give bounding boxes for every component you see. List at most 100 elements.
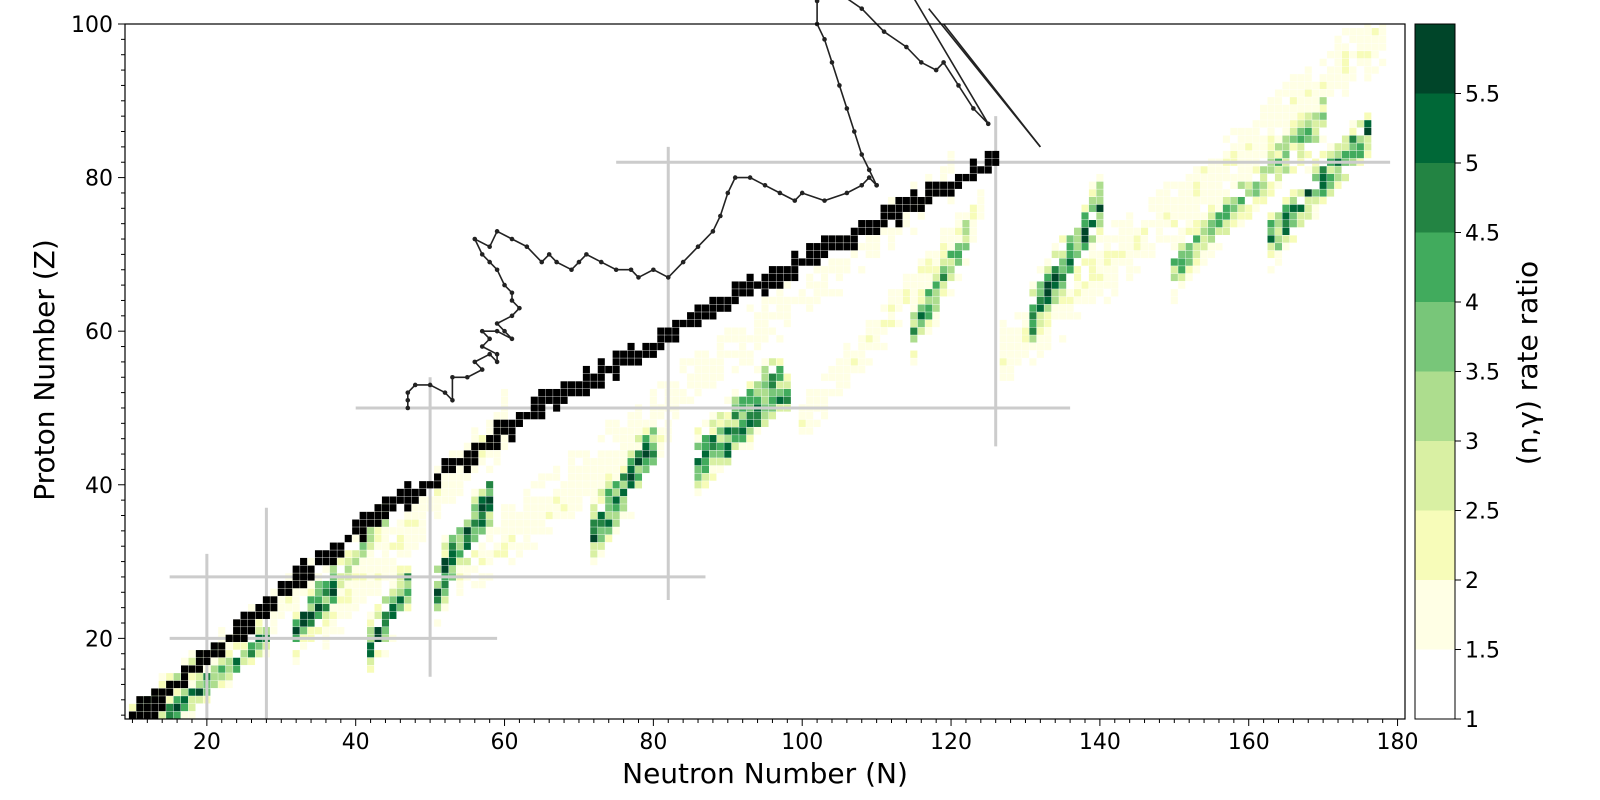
heatmap-cell — [1178, 235, 1186, 243]
heatmap-cell — [463, 527, 471, 535]
heatmap-cell — [396, 542, 404, 550]
heatmap-cell — [128, 703, 136, 712]
heatmap-cell — [486, 550, 494, 558]
x-tick-label: 100 — [781, 730, 823, 755]
heatmap-cell — [411, 542, 419, 550]
heatmap-cell — [1074, 235, 1082, 243]
heatmap-cell — [843, 258, 851, 266]
stable-isotope — [158, 688, 166, 696]
heatmap-cell — [523, 542, 531, 550]
heatmap-cell — [1207, 204, 1216, 212]
stable-isotope — [166, 680, 174, 689]
heatmap-cell — [612, 450, 620, 458]
heatmap-cell — [1059, 281, 1067, 289]
heatmap-cell — [374, 580, 382, 589]
heatmap-cell — [404, 534, 412, 543]
heatmap-cell — [1051, 243, 1059, 251]
heatmap-cell — [761, 388, 769, 397]
heatmap-cell — [448, 542, 456, 550]
heatmap-cell — [1193, 173, 1201, 182]
heatmap-cell — [873, 319, 881, 328]
heatmap-cell — [530, 542, 538, 550]
heatmap-cell — [768, 373, 776, 381]
rprocess-point — [487, 259, 492, 265]
heatmap-cell — [1356, 120, 1364, 128]
y-axis-label: Proton Number (Z) — [28, 239, 61, 501]
heatmap-cell — [314, 588, 323, 596]
heatmap-cell — [694, 458, 702, 466]
heatmap-cell — [873, 250, 881, 259]
heatmap-cell — [1141, 250, 1149, 259]
heatmap-cell — [396, 565, 404, 573]
heatmap-cell — [1237, 181, 1245, 189]
rprocess-point — [732, 175, 738, 180]
heatmap-cell — [940, 173, 948, 182]
heatmap-cell — [694, 350, 702, 358]
heatmap-cell — [969, 204, 977, 212]
heatmap-cell — [471, 534, 479, 543]
heatmap-cell — [821, 373, 829, 381]
heatmap-cell — [381, 527, 389, 535]
heatmap-cell — [731, 412, 739, 420]
heatmap-cell — [1081, 220, 1089, 228]
heatmap-cell — [582, 488, 590, 497]
heatmap-cell — [1141, 243, 1149, 251]
heatmap-cell — [806, 281, 814, 289]
heatmap-cell — [530, 527, 538, 535]
heatmap-cell — [434, 488, 442, 497]
heatmap-cell — [947, 289, 955, 297]
stable-isotope — [478, 442, 486, 451]
heatmap-cell — [1304, 89, 1312, 97]
stable-isotope — [873, 227, 881, 235]
heatmap-cell — [917, 212, 925, 220]
rprocess-point — [859, 152, 865, 157]
heatmap-cell — [486, 504, 494, 512]
heatmap-cell — [1207, 181, 1216, 189]
heatmap-cell — [545, 473, 553, 481]
heatmap-cell — [553, 504, 561, 512]
heatmap-cell — [381, 650, 389, 658]
heatmap-cell — [694, 435, 702, 443]
heatmap-cell — [337, 603, 345, 612]
heatmap-cell — [597, 511, 605, 520]
heatmap-cell — [1007, 342, 1015, 351]
heatmap-cell — [1327, 173, 1335, 182]
heatmap-cell — [1103, 243, 1111, 251]
heatmap-cell — [1304, 74, 1312, 82]
heatmap-cell — [1274, 97, 1283, 105]
stable-isotope — [709, 296, 717, 305]
stable-isotope — [374, 504, 382, 512]
colorbar-bin — [1415, 302, 1455, 372]
heatmap-cell — [478, 488, 486, 497]
stable-isotope — [352, 527, 360, 535]
heatmap-cell — [612, 496, 620, 504]
heatmap-cell — [1081, 281, 1089, 289]
heatmap-cell — [925, 258, 933, 266]
heatmap-cell — [954, 220, 963, 228]
stable-isotope — [136, 711, 144, 719]
colorbar-bin — [1415, 371, 1455, 441]
rprocess-point — [509, 313, 515, 319]
heatmap-cell — [344, 611, 352, 619]
heatmap-cell — [1230, 204, 1238, 212]
heatmap-cell — [441, 557, 449, 566]
heatmap-cell — [456, 527, 464, 535]
stable-isotope — [910, 204, 918, 212]
heatmap-cell — [515, 519, 523, 527]
heatmap-cell — [255, 650, 263, 658]
heatmap-cell — [1103, 281, 1111, 289]
heatmap-cell — [396, 534, 404, 543]
heatmap-cell — [1074, 243, 1082, 251]
stable-isotope — [404, 481, 412, 489]
heatmap-cell — [501, 511, 509, 520]
heatmap-cell — [1066, 296, 1074, 305]
heatmap-cell — [1133, 266, 1141, 274]
heatmap-cell — [1356, 43, 1364, 51]
heatmap-cell — [865, 243, 873, 251]
heatmap-cell — [478, 450, 486, 458]
heatmap-cell — [597, 488, 605, 497]
stable-isotope — [739, 289, 747, 297]
heatmap-cell — [389, 565, 397, 573]
heatmap-cell — [627, 435, 635, 443]
stable-isotope — [895, 196, 903, 205]
